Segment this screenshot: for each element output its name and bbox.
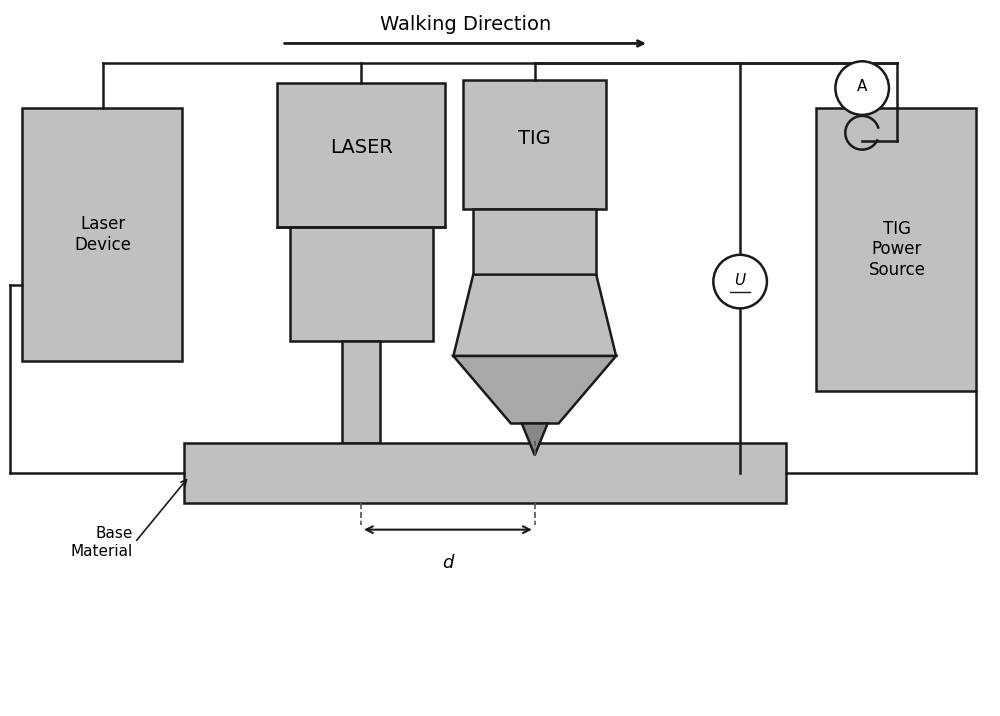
Polygon shape [453, 356, 616, 423]
Text: TIG
Power
Source: TIG Power Source [868, 220, 925, 279]
Bar [473, 209, 596, 275]
Polygon shape [453, 275, 616, 356]
Bar [816, 108, 976, 391]
Text: LASER: LASER [330, 138, 393, 158]
Polygon shape [522, 423, 548, 455]
Bar [342, 341, 380, 443]
Text: U: U [735, 273, 746, 288]
Text: A: A [857, 79, 867, 94]
Bar [463, 80, 606, 209]
Bar [184, 443, 786, 503]
Text: TIG: TIG [518, 129, 551, 147]
Bar [290, 227, 433, 341]
Circle shape [713, 255, 767, 309]
Text: Laser
Device: Laser Device [75, 215, 132, 254]
Text: Walking Direction: Walking Direction [380, 14, 551, 34]
Text: d: d [442, 554, 454, 573]
Circle shape [835, 62, 889, 115]
Bar [277, 83, 445, 227]
Bar [22, 108, 182, 361]
Text: Base
Material: Base Material [71, 526, 133, 558]
